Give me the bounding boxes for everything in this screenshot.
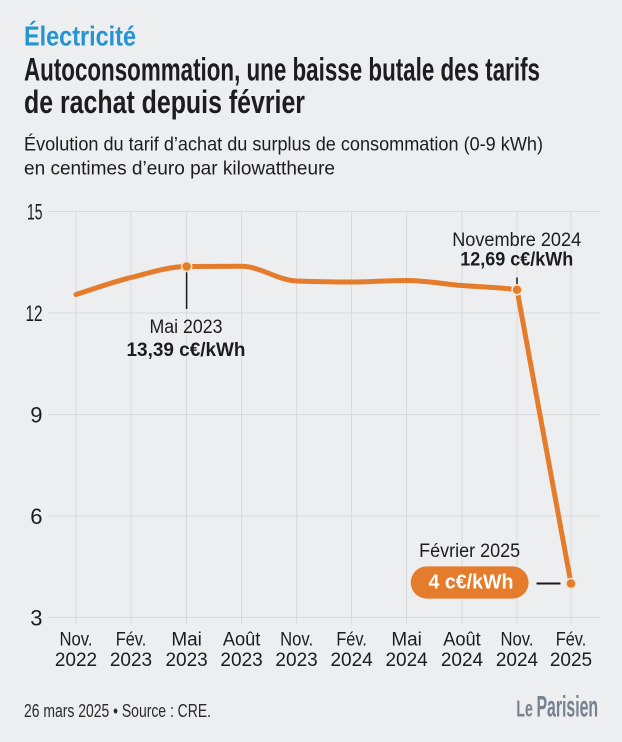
svg-text:2024: 2024 xyxy=(330,650,373,671)
svg-text:3: 3 xyxy=(30,606,42,631)
svg-text:4 c€/kWh: 4 c€/kWh xyxy=(429,571,514,594)
svg-text:6: 6 xyxy=(30,504,42,529)
svg-text:2024: 2024 xyxy=(496,650,539,671)
svg-text:Mai: Mai xyxy=(391,630,422,651)
svg-text:9: 9 xyxy=(30,403,42,428)
svg-text:Février 2025: Février 2025 xyxy=(419,540,520,562)
svg-text:2025: 2025 xyxy=(550,650,592,671)
svg-text:de rachat depuis février: de rachat depuis février xyxy=(24,84,305,120)
svg-text:12: 12 xyxy=(26,301,43,326)
svg-text:Août: Août xyxy=(443,630,481,651)
svg-text:Électricité: Électricité xyxy=(24,20,136,51)
svg-text:Nov.: Nov. xyxy=(280,630,313,651)
svg-text:Nov.: Nov. xyxy=(501,630,534,651)
svg-text:15: 15 xyxy=(27,200,43,225)
svg-text:Nov.: Nov. xyxy=(60,630,93,651)
svg-text:2023: 2023 xyxy=(110,650,152,671)
svg-text:Autoconsommation, une baisse b: Autoconsommation, une baisse butale des … xyxy=(24,52,540,88)
svg-text:12,69 c€/kWh: 12,69 c€/kWh xyxy=(460,249,573,271)
svg-text:2024: 2024 xyxy=(385,650,428,671)
svg-text:2023: 2023 xyxy=(165,650,207,671)
svg-text:Fév.: Fév. xyxy=(336,630,367,651)
svg-text:13,39 c€/kWh: 13,39 c€/kWh xyxy=(127,339,246,361)
svg-text:2022: 2022 xyxy=(55,650,97,671)
svg-text:2024: 2024 xyxy=(441,650,484,671)
svg-text:Fév.: Fév. xyxy=(116,630,147,651)
svg-text:Août: Août xyxy=(223,630,261,651)
svg-text:Mai: Mai xyxy=(171,630,202,651)
svg-text:2023: 2023 xyxy=(220,650,262,671)
svg-text:Fév.: Fév. xyxy=(556,630,587,651)
svg-text:Le: Le xyxy=(516,696,533,722)
svg-text:en centimes d’euro par kilowat: en centimes d’euro par kilowattheure xyxy=(24,158,335,180)
svg-text:Parisien: Parisien xyxy=(537,691,599,724)
svg-text:2023: 2023 xyxy=(275,650,317,671)
svg-text:26 mars 2025 • Source : CRE.: 26 mars 2025 • Source : CRE. xyxy=(24,700,211,721)
svg-text:Mai 2023: Mai 2023 xyxy=(150,317,223,338)
svg-text:Évolution du tarif d’achat du: Évolution du tarif d’achat du surplus de… xyxy=(24,132,543,155)
svg-text:Novembre 2024: Novembre 2024 xyxy=(452,230,581,251)
